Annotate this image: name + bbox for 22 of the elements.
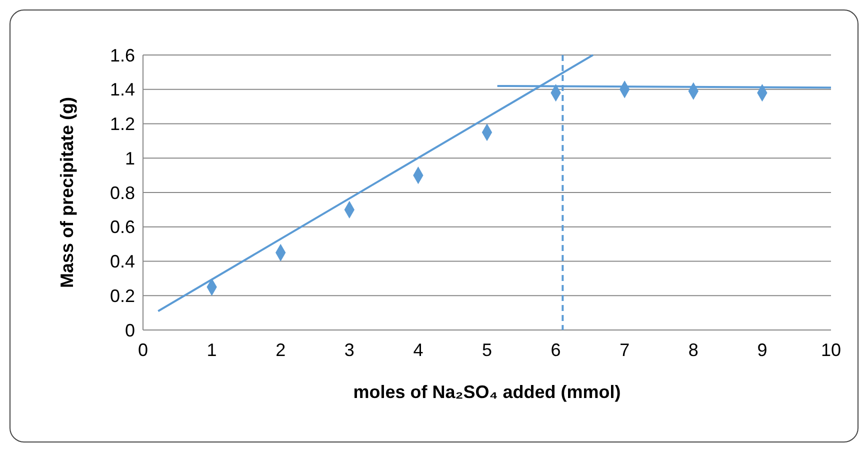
x-tick-label: 3 [344, 340, 354, 360]
x-tick-label: 8 [688, 340, 698, 360]
y-tick-label: 1 [124, 148, 135, 168]
y-tick-label: 0 [124, 320, 135, 340]
x-tick-label: 0 [138, 340, 148, 360]
y-tick-label: 1.2 [110, 114, 135, 134]
x-tick-label: 10 [820, 340, 842, 360]
x-tick-label: 6 [550, 340, 561, 360]
y-tick-label: 0.8 [110, 182, 135, 203]
x-tick-label: 5 [482, 340, 492, 360]
x-axis-title: moles of Na₂SO₄ added (mmol) [353, 382, 621, 402]
y-tick-label: 0.2 [110, 286, 135, 306]
x-tick-label: 9 [757, 340, 768, 360]
x-tick-label: 2 [276, 340, 286, 360]
x-tick-label: 1 [206, 340, 217, 360]
y-axis-title: Mass of precipitate (g) [57, 96, 77, 288]
y-tick-label: 1.4 [110, 80, 135, 100]
x-tick-label: 4 [413, 340, 424, 360]
y-tick-label: 0.6 [110, 217, 135, 238]
x-tick-label: 7 [620, 340, 630, 360]
y-tick-label: 0.4 [110, 252, 135, 272]
y-tick-label: 1.6 [110, 45, 135, 66]
